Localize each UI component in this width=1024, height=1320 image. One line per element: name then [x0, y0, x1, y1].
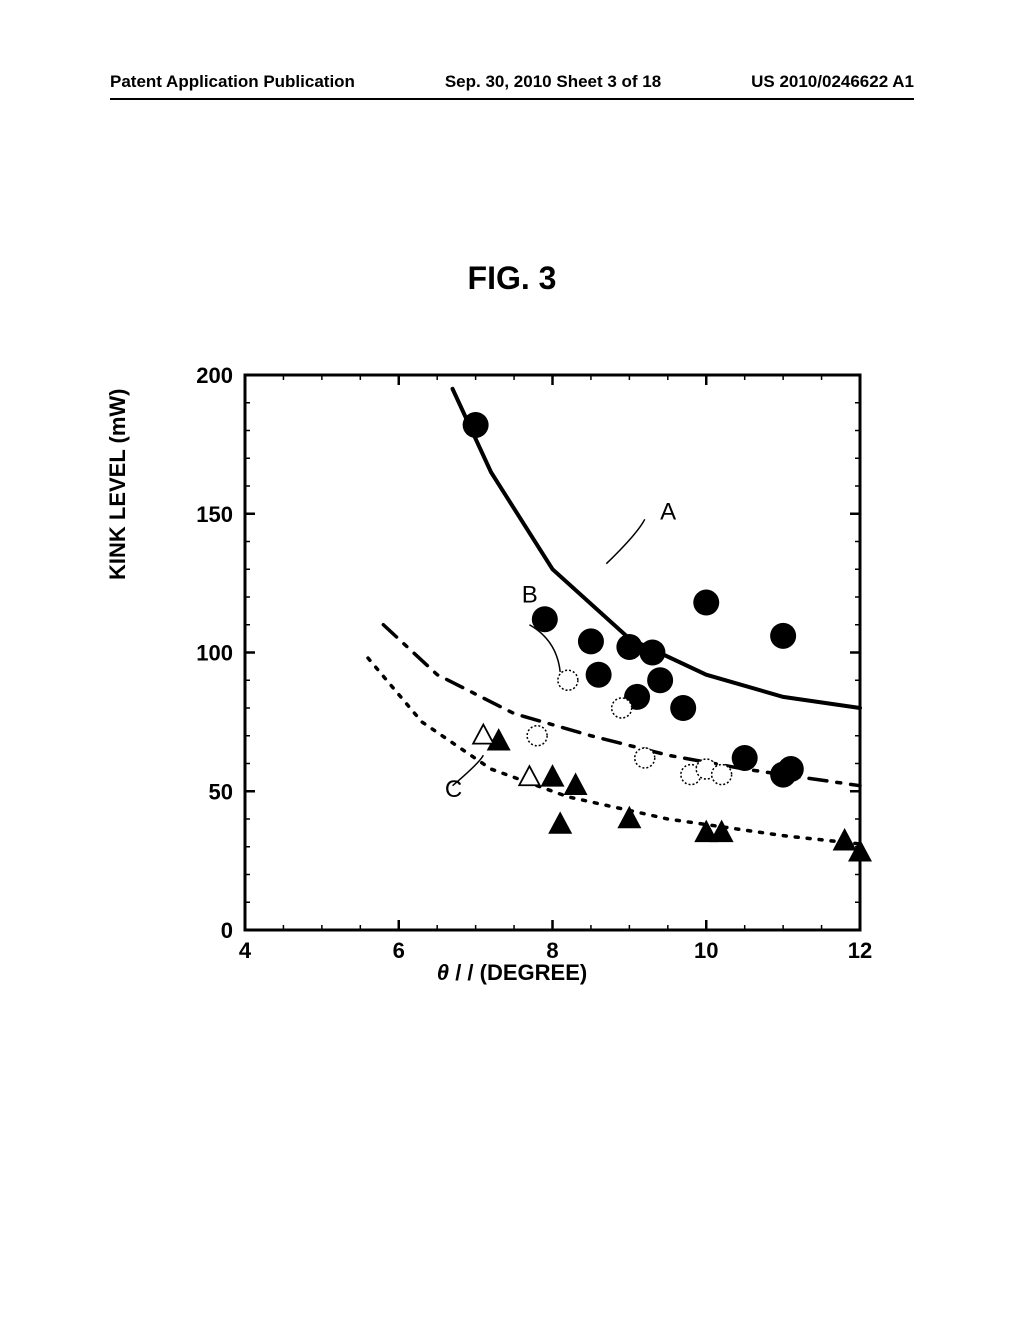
x-axis-label: θ / / (DEGREE)	[0, 960, 1024, 986]
header-left: Patent Application Publication	[110, 72, 355, 92]
svg-text:150: 150	[196, 502, 233, 527]
y-axis-label: KINK LEVEL (mW)	[105, 389, 131, 580]
header-rule	[110, 98, 914, 100]
x-axis-theta: θ	[437, 960, 449, 985]
scatter-chart: 0501001502004681012ABC	[160, 360, 880, 1000]
chart-container: 0501001502004681012ABC	[160, 360, 880, 1000]
svg-text:B: B	[522, 582, 538, 609]
x-axis-slashes: / /	[449, 960, 480, 985]
header-right: US 2010/0246622 A1	[751, 72, 914, 92]
svg-text:50: 50	[209, 779, 233, 804]
header-center: Sep. 30, 2010 Sheet 3 of 18	[445, 72, 661, 92]
page-header: Patent Application Publication Sep. 30, …	[0, 72, 1024, 100]
svg-text:100: 100	[196, 641, 233, 666]
svg-text:200: 200	[196, 363, 233, 388]
svg-text:0: 0	[221, 918, 233, 943]
figure-title: FIG. 3	[0, 260, 1024, 297]
svg-text:A: A	[660, 498, 676, 525]
svg-text:C: C	[445, 776, 462, 803]
x-axis-unit: (DEGREE)	[480, 960, 588, 985]
